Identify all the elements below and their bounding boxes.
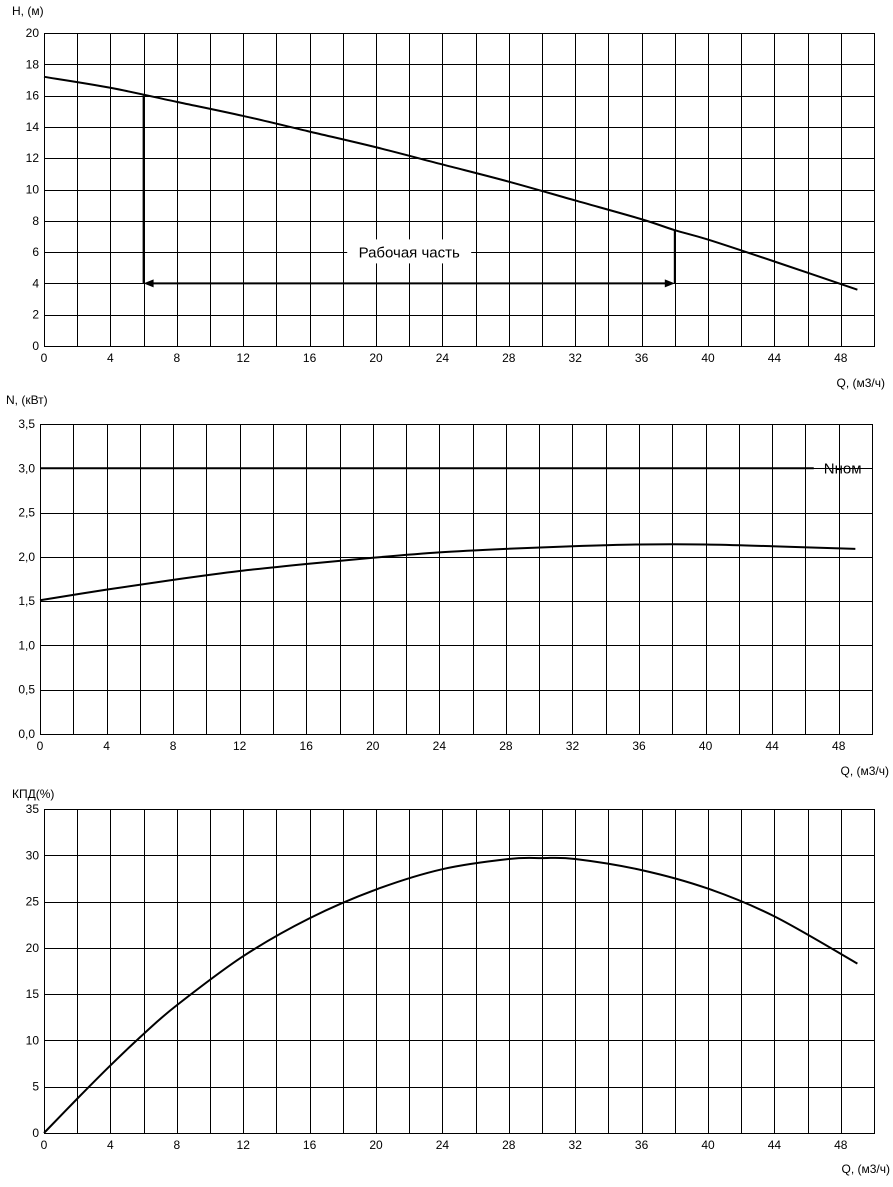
nominal-power-label: Nном [824,460,862,477]
working-range-arrowhead-left [143,279,154,288]
power-x-tick-label: 32 [566,739,580,753]
head-y-tick-label: 2 [32,308,39,322]
efficiency-y-tick-label: 10 [26,1033,40,1047]
efficiency-curve [43,856,858,1134]
power-x-tick-label: 0 [37,739,44,753]
head-x-tick-label: 24 [436,351,450,365]
power-y-tick-label: 3,0 [18,461,35,475]
efficiency-x-tick-label: 44 [768,1138,782,1152]
power-y-tick-label: 3,5 [18,417,35,431]
head-y-tick-label: 18 [26,57,40,71]
efficiency-x-tick-label: 20 [369,1138,383,1152]
power-y-tick-label: 0,0 [18,727,35,741]
head-y-tick-label: 8 [32,214,39,228]
power-curve [39,543,856,602]
efficiency-plot-frame [44,809,875,1134]
power-x-tick-label: 4 [103,739,110,753]
efficiency-y-tick-label: 30 [26,848,40,862]
head-plot-frame [44,33,875,347]
head-x-tick-label: 36 [635,351,649,365]
efficiency-x-tick-label: 12 [237,1138,251,1152]
head-y-tick-label: 16 [26,89,40,103]
power-y-tick-label: 1,5 [18,594,35,608]
efficiency-x-tick-label: 40 [701,1138,715,1152]
efficiency-y-tick-label: 15 [26,987,40,1001]
power-x-tick-label: 44 [765,739,779,753]
efficiency-x-tick-label: 4 [107,1138,114,1152]
power-x-tick-label: 28 [499,739,513,753]
head-chart: H, (м) Q, (м3/ч) 0 4 8 12 16 20 24 28 32 36 40 44 48… [12,4,885,390]
head-y-tick-label: 6 [32,245,39,259]
efficiency-x-tick-label: 16 [303,1138,317,1152]
head-x-axis-label: Q, (м3/ч) [836,376,885,390]
efficiency-x-tick-label: 32 [569,1138,583,1152]
head-x-tick-label: 0 [41,351,48,365]
power-x-axis-label: Q, (м3/ч) [840,764,889,778]
power-x-tick-label: 48 [832,739,846,753]
head-x-tick-label: 12 [237,351,251,365]
power-x-tick-label: 8 [170,739,177,753]
head-x-tick-label: 28 [502,351,516,365]
efficiency-x-tick-label: 48 [834,1138,848,1152]
efficiency-x-tick-label: 36 [635,1138,649,1152]
working-range-label: Рабочая часть [359,244,460,261]
efficiency-y-axis-label: КПД(%) [12,787,54,801]
head-curve [43,75,858,291]
efficiency-chart: КПД(%) Q, (м3/ч) 0 4 8 12 16 20 24 28 32 36 40 44 48… [12,787,890,1176]
head-x-tick-label: 16 [303,351,317,365]
working-range-label-background [347,239,472,264]
power-y-tick-label: 1,0 [18,638,35,652]
power-y-tick-label: 0,5 [18,683,35,697]
head-x-tick-label: 48 [834,351,848,365]
head-y-tick-label: 12 [26,151,40,165]
power-y-axis-label: N, (кВт) [6,393,48,407]
efficiency-x-axis-label: Q, (м3/ч) [841,1162,890,1176]
efficiency-y-tick-label: 0 [32,1126,39,1140]
power-x-tick-label: 20 [366,739,380,753]
head-y-tick-label: 4 [32,276,39,290]
head-x-tick-label: 4 [107,351,114,365]
efficiency-y-tick-label: 5 [32,1080,39,1094]
power-chart: N, (кВт) Q, (м3/ч) 0 4 8 12 16 20 24 28 32 36 40 44… [6,393,889,778]
head-x-tick-label: 20 [369,351,383,365]
power-y-tick-label: 2,0 [18,550,35,564]
head-y-axis-label: H, (м) [12,4,44,18]
power-x-tick-label: 24 [433,739,447,753]
head-x-tick-label: 8 [173,351,180,365]
head-y-tick-label: 10 [26,183,40,197]
power-y-tick-label: 2,5 [18,506,35,520]
head-x-tick-label: 44 [768,351,782,365]
working-range-arrowhead-right [664,279,675,288]
efficiency-x-tick-label: 28 [502,1138,516,1152]
head-y-tick-label: 20 [26,26,40,40]
efficiency-x-tick-label: 8 [173,1138,180,1152]
efficiency-y-tick-label: 35 [26,802,40,816]
efficiency-x-tick-label: 0 [41,1138,48,1152]
head-x-tick-label: 40 [701,351,715,365]
efficiency-y-tick-label: 25 [26,895,40,909]
efficiency-y-tick-label: 20 [26,941,40,955]
power-x-tick-label: 36 [632,739,646,753]
head-y-tick-label: 14 [26,120,40,134]
power-x-tick-label: 40 [699,739,713,753]
power-plot-frame [40,424,873,735]
power-x-tick-label: 16 [300,739,314,753]
head-y-tick-label: 0 [32,339,39,353]
power-x-tick-label: 12 [233,739,247,753]
efficiency-x-tick-label: 24 [436,1138,450,1152]
head-x-tick-label: 32 [569,351,583,365]
